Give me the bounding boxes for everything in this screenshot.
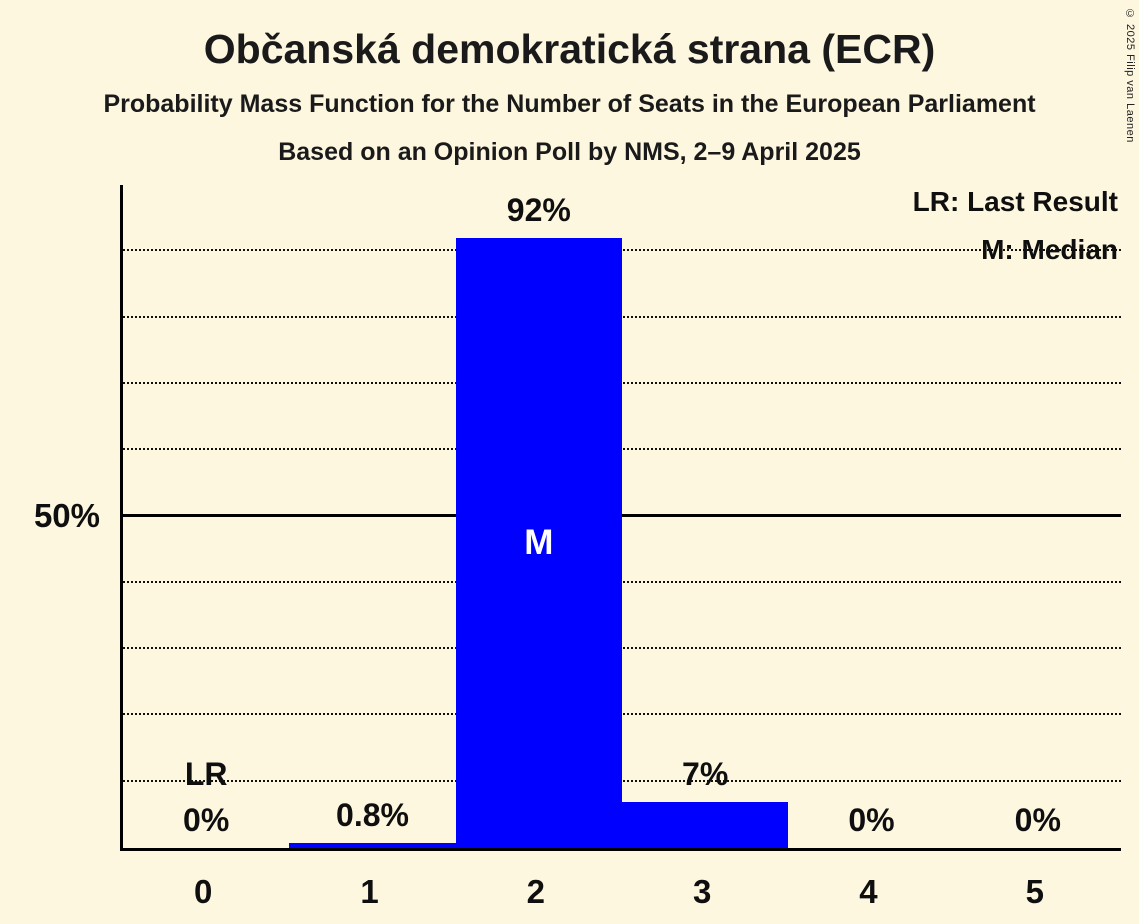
bar-value-label-1: 0.8% — [336, 796, 409, 833]
x-axis-tick-5: 5 — [1025, 873, 1044, 910]
x-axis-labels: 0 1 2 3 4 5 — [120, 868, 1118, 916]
gridline-60 — [123, 448, 1121, 451]
bar-slot-5: 0% — [955, 185, 1121, 848]
gridline-90 — [123, 249, 1121, 252]
legend: LR: Last Result M: Median — [913, 178, 1118, 274]
bars-container: LR 0% 0.8% M 92% 7% 0% 0 — [123, 185, 1121, 848]
bar-value-label-5: 0% — [1014, 802, 1061, 838]
x-axis-tick-1: 1 — [360, 873, 379, 910]
gridline-10 — [123, 779, 1121, 782]
chart-title: Občanská demokratická strana (ECR) — [203, 26, 936, 72]
x-axis-tick-4: 4 — [859, 873, 878, 910]
bar-seats-2 — [455, 238, 622, 848]
gridline-80 — [123, 315, 1121, 318]
legend-median: M: Median — [981, 234, 1118, 265]
bar-value-label-3: 7% — [682, 755, 729, 792]
bar-seats-3 — [621, 801, 789, 848]
bar-slot-0: LR 0% — [123, 185, 289, 848]
gridline-50 — [123, 513, 1121, 517]
gridline-70 — [123, 381, 1121, 384]
plot-area: LR 0% 0.8% M 92% 7% 0% 0 — [120, 185, 1121, 851]
legend-last-result: LR: Last Result — [912, 186, 1118, 217]
bar-seats-1 — [289, 842, 456, 848]
bar-value-label-2: 92% — [506, 192, 571, 229]
x-axis-tick-3: 3 — [692, 873, 712, 910]
x-axis-tick-2: 2 — [526, 873, 545, 910]
y-axis-label-50: 50% — [33, 497, 100, 534]
bar-slot-1: 0.8% — [289, 185, 456, 848]
chart-subtitle-source: Based on an Opinion Poll by NMS, 2–9 Apr… — [278, 138, 861, 166]
copyright-notice: © 2025 Filip van Laenen — [1124, 8, 1136, 143]
bar-slot-2: M 92% — [455, 185, 622, 848]
gridline-40 — [123, 580, 1121, 583]
gridline-30 — [123, 647, 1121, 650]
bar-slot-4: 0% — [788, 185, 954, 848]
bar-value-label-4: 0% — [848, 802, 895, 838]
last-result-marker: LR — [184, 756, 228, 792]
bar-value-label-0: 0% — [183, 802, 230, 838]
chart-subtitle: Probability Mass Function for the Number… — [103, 90, 1036, 118]
gridline-20 — [123, 713, 1121, 716]
x-axis-tick-0: 0 — [193, 873, 213, 910]
bar-slot-3: 7% — [621, 185, 789, 848]
